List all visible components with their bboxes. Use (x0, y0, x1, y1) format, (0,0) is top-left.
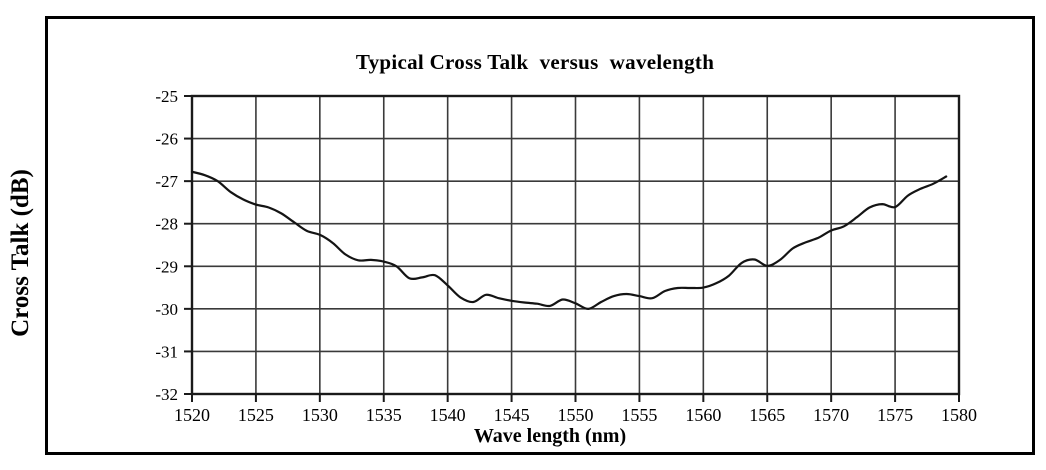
y-tick-label: -30 (155, 300, 178, 319)
y-tick-label: -27 (155, 172, 178, 191)
x-tick-label: 1565 (749, 405, 785, 425)
x-axis-label: Wave length (nm) (473, 425, 627, 447)
x-tick-label: 1570 (813, 405, 849, 425)
y-tick-label: -26 (155, 130, 178, 149)
y-tick-label: -31 (155, 342, 178, 361)
x-tick-label: 1520 (174, 405, 210, 425)
y-tick-label: -25 (155, 87, 178, 106)
x-tick-label: 1540 (430, 405, 466, 425)
x-tick-label: 1525 (238, 405, 274, 425)
x-tick-label: 1545 (494, 405, 530, 425)
x-tick-label: 1575 (877, 405, 913, 425)
y-tick-label: -32 (155, 385, 178, 404)
x-tick-label: 1535 (366, 405, 402, 425)
y-axis-label: Cross Talk (dB) (7, 169, 34, 337)
x-tick-label: 1560 (685, 405, 721, 425)
y-tick-label: -28 (155, 215, 178, 234)
y-tick-label: -29 (155, 257, 178, 276)
chart-title: Typical Cross Talk versus wavelength (355, 50, 715, 74)
x-tick-label: 1555 (621, 405, 657, 425)
x-tick-label: 1530 (302, 405, 338, 425)
chart-frame (45, 16, 1035, 455)
x-tick-label: 1580 (941, 405, 977, 425)
cross-talk-curve (190, 170, 948, 310)
x-tick-label: 1550 (558, 405, 594, 425)
